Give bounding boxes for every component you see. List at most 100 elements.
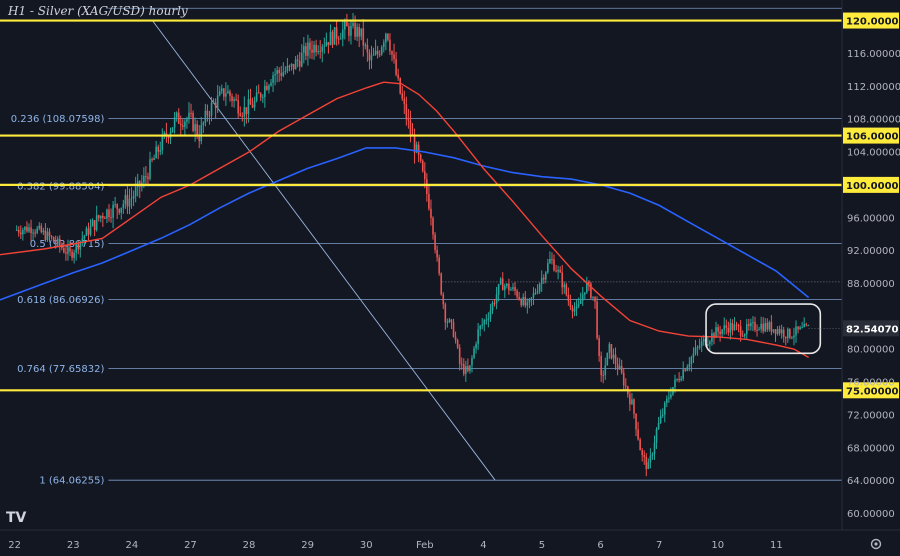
candle-body bbox=[255, 92, 258, 101]
candle-body bbox=[678, 378, 680, 381]
tradingview-logo[interactable]: TV bbox=[6, 510, 27, 526]
candle-body bbox=[756, 329, 758, 331]
key-level-label: 106.00000 bbox=[846, 132, 900, 143]
candle-body bbox=[491, 302, 494, 311]
candle-body bbox=[184, 121, 186, 127]
candle-body bbox=[522, 296, 525, 306]
candle-body bbox=[374, 50, 377, 55]
candle-body bbox=[253, 100, 256, 108]
candle-body bbox=[382, 42, 385, 47]
candle-body bbox=[460, 363, 463, 365]
key-level-label: 120.00000 bbox=[846, 17, 900, 28]
key-level-label: 75.00000 bbox=[846, 386, 899, 397]
candle-body bbox=[655, 429, 658, 443]
candle-body bbox=[434, 234, 436, 250]
candle-body bbox=[339, 38, 342, 40]
candle-body bbox=[647, 462, 650, 469]
candle-body bbox=[399, 78, 401, 94]
candle-body bbox=[512, 287, 514, 290]
candle-body bbox=[766, 322, 769, 330]
candle-body bbox=[456, 340, 459, 348]
candle-body bbox=[212, 102, 215, 104]
trend-line[interactable] bbox=[151, 20, 496, 481]
candle-body bbox=[26, 226, 28, 232]
candle-body bbox=[95, 215, 98, 231]
candle-body bbox=[641, 450, 643, 455]
candle-body bbox=[432, 217, 434, 235]
candle-body bbox=[594, 296, 596, 302]
candle-body bbox=[151, 159, 153, 161]
price-axis[interactable]: 60.00000 64.00000 68.00000 72.00000 76.00000… bbox=[808, 49, 900, 520]
candle-body bbox=[577, 303, 580, 307]
candle-body bbox=[102, 215, 104, 218]
candle-body bbox=[754, 322, 756, 330]
candle-body bbox=[668, 397, 670, 399]
candle-body bbox=[356, 27, 358, 37]
candle-body bbox=[709, 341, 711, 345]
candle-body bbox=[298, 60, 301, 67]
candle-body bbox=[424, 171, 426, 180]
candle-body bbox=[618, 365, 621, 370]
sma-red-line bbox=[0, 81, 809, 359]
candle-body bbox=[331, 31, 334, 45]
candle-body bbox=[639, 439, 641, 451]
candle-body bbox=[206, 110, 209, 116]
candle-body bbox=[278, 70, 281, 73]
candle-body bbox=[731, 322, 734, 331]
candle-body bbox=[545, 272, 547, 280]
candle-body bbox=[179, 123, 182, 126]
candles-series bbox=[15, 13, 810, 477]
price-tick-label: 92.00000 bbox=[847, 246, 895, 257]
candle-body bbox=[321, 46, 324, 52]
candle-body bbox=[56, 238, 59, 244]
consolidation-highlight[interactable] bbox=[705, 303, 822, 355]
candle-body bbox=[214, 102, 217, 108]
candle-body bbox=[245, 107, 248, 115]
candle-body bbox=[71, 251, 73, 258]
candle-body bbox=[426, 179, 428, 194]
candle-body bbox=[750, 323, 752, 327]
candle-body bbox=[198, 135, 201, 142]
candle-body bbox=[261, 97, 264, 99]
candle-body bbox=[155, 146, 157, 159]
candle-body bbox=[620, 365, 623, 373]
key-level-label: 100.00000 bbox=[846, 181, 900, 192]
candle-body bbox=[588, 281, 590, 284]
time-tick-label: 27 bbox=[184, 540, 197, 551]
candle-body bbox=[760, 323, 762, 330]
candle-body bbox=[586, 281, 588, 293]
candle-body bbox=[579, 300, 582, 304]
candle-body bbox=[122, 204, 125, 208]
candle-body bbox=[419, 154, 422, 161]
candle-body bbox=[305, 46, 307, 56]
candle-body bbox=[782, 329, 785, 337]
candle-body bbox=[454, 336, 457, 341]
candle-body bbox=[608, 344, 611, 353]
candle-body bbox=[661, 414, 664, 416]
price-tick-label: 60.00000 bbox=[847, 509, 895, 520]
candle-body bbox=[471, 357, 473, 366]
candle-body bbox=[264, 85, 266, 98]
candle-body bbox=[659, 415, 662, 423]
candle-body bbox=[758, 329, 760, 331]
candle-body bbox=[204, 110, 207, 123]
candle-body bbox=[598, 338, 600, 356]
candle-body bbox=[274, 73, 276, 76]
candle-body bbox=[83, 235, 86, 239]
key-levels[interactable]: 120.00000 106.00000 100.00000 75.00000 bbox=[0, 12, 900, 399]
candle-body bbox=[791, 337, 793, 339]
gear-icon[interactable] bbox=[870, 538, 882, 550]
candle-body bbox=[741, 335, 744, 337]
candle-body bbox=[85, 228, 88, 236]
current-price-label: 82.54070 bbox=[846, 324, 899, 335]
candle-body bbox=[266, 85, 268, 90]
diagonal-trend-line bbox=[151, 20, 496, 481]
candle-body bbox=[106, 209, 108, 219]
key-level-tag bbox=[843, 127, 899, 144]
candle-body bbox=[473, 348, 475, 358]
candle-body bbox=[592, 296, 594, 298]
candle-body bbox=[666, 398, 668, 403]
